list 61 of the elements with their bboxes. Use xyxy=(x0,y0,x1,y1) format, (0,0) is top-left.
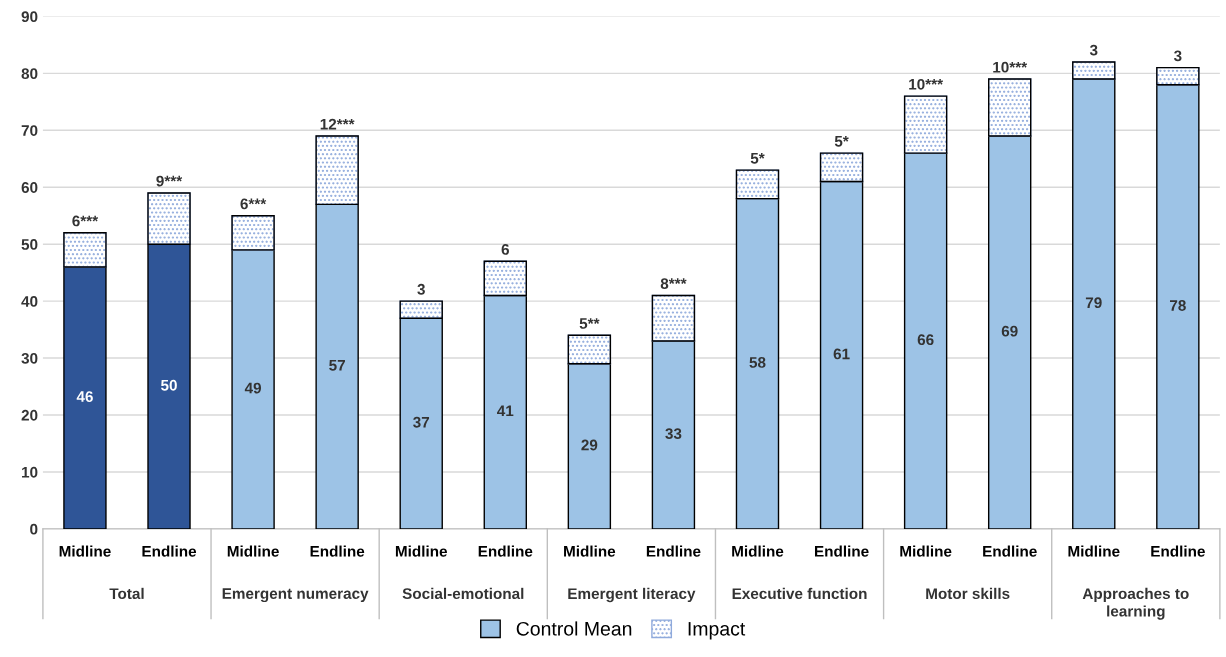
x-tick-label: Midline xyxy=(900,545,952,557)
y-tick-label: 0 xyxy=(30,523,38,535)
data-label: 49 xyxy=(244,382,262,394)
x-tick-label: Endline xyxy=(815,545,869,557)
x-tick-label: Midline xyxy=(564,545,616,557)
data-label: 50 xyxy=(160,379,177,391)
data-label: 10*** xyxy=(909,78,944,90)
text: Total xyxy=(109,587,144,600)
y-tick-label: 80 xyxy=(21,68,38,80)
data-label: 5* xyxy=(834,135,849,147)
data-label: 3 xyxy=(1173,50,1182,62)
text: Approaches to learning xyxy=(1082,587,1189,620)
text: Emergent literacy xyxy=(568,587,696,603)
x-tick-label: Endline xyxy=(142,545,197,557)
y-tick-label: 60 xyxy=(21,182,38,193)
x-tick-label: Midline xyxy=(395,545,448,557)
data-label: 69 xyxy=(1001,325,1018,337)
y-tick-label: 40 xyxy=(21,295,38,307)
x-tick-label: Midline xyxy=(227,545,279,557)
data-label: 29 xyxy=(581,439,598,451)
y-tick-label: 70 xyxy=(21,125,38,136)
y-tick-label: 30 xyxy=(21,352,38,364)
text: Emergent numeracy xyxy=(222,588,369,603)
x-tick-label: Endline xyxy=(1151,545,1205,557)
legend-label: Control Mean xyxy=(516,621,632,636)
data-label: 46 xyxy=(76,391,93,403)
data-label: 58 xyxy=(749,357,766,368)
data-label: 5** xyxy=(579,318,600,329)
data-label: 33 xyxy=(665,428,682,440)
data-label: 6*** xyxy=(72,215,99,227)
x-tick-label: Endline xyxy=(646,545,701,557)
data-label: 8*** xyxy=(660,278,687,289)
y-tick-label: 90 xyxy=(21,11,38,23)
data-label: 41 xyxy=(497,405,514,417)
data-label: 3 xyxy=(1089,44,1098,56)
x-tick-label: Endline xyxy=(310,545,365,557)
text: Social-emotional xyxy=(402,587,524,600)
x-tick-label: Midline xyxy=(732,545,784,557)
x-tick-label: Endline xyxy=(478,545,533,557)
data-label: 9*** xyxy=(156,175,183,187)
text: Executive function xyxy=(732,587,867,600)
data-label: 61 xyxy=(833,348,850,360)
x-tick-label: Midline xyxy=(1068,545,1120,557)
x-tick-label: Endline xyxy=(983,545,1037,557)
text: Motor skills xyxy=(926,587,1010,600)
data-label: 6 xyxy=(501,244,509,255)
y-tick-label: 10 xyxy=(22,466,38,478)
data-label: 57 xyxy=(329,360,345,371)
data-label: 66 xyxy=(917,334,934,346)
legend-label: Impact xyxy=(688,622,746,640)
data-label: 37 xyxy=(413,416,430,428)
data-label: 79 xyxy=(1085,297,1102,309)
data-label: 78 xyxy=(1170,300,1186,311)
data-label: 10*** xyxy=(993,61,1028,73)
data-label: 12*** xyxy=(320,118,355,130)
x-tick-label: Midline xyxy=(59,545,111,557)
y-tick-label: 20 xyxy=(21,409,38,421)
data-label: 3 xyxy=(417,283,425,295)
y-tick-label: 50 xyxy=(21,239,38,250)
data-label: 5* xyxy=(750,153,765,164)
data-label: 6*** xyxy=(240,198,267,210)
